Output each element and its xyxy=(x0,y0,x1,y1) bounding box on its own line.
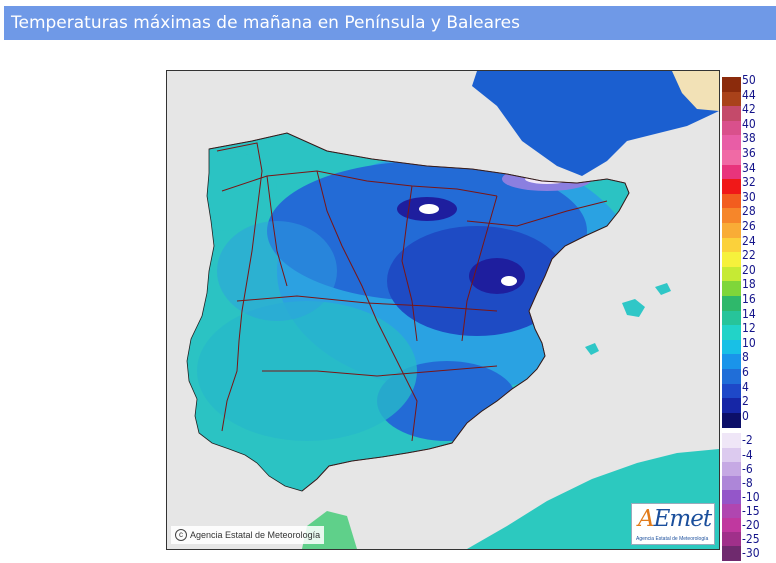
map-credit: c Agencia Estatal de Meteorología xyxy=(171,526,325,544)
legend-swatch xyxy=(722,433,741,448)
legend-label: 18 xyxy=(742,277,756,292)
legend-label: 0 xyxy=(742,408,749,423)
legend-label: 34 xyxy=(742,160,756,175)
legend-label: -20 xyxy=(742,518,760,532)
legend-label: 30 xyxy=(742,189,756,204)
legend-label: 6 xyxy=(742,365,749,379)
alps-area xyxy=(672,71,719,111)
legend-label: 44 xyxy=(742,87,756,102)
legend-swatch xyxy=(722,208,741,224)
legend-label: 50 xyxy=(742,73,756,87)
map-canvas xyxy=(167,71,719,549)
legend-swatch xyxy=(722,135,741,151)
map-title: Temperaturas máximas de mañana en Peníns… xyxy=(11,13,520,33)
legend-label: -2 xyxy=(742,433,753,448)
legend-label: 26 xyxy=(742,219,756,233)
legend-swatch xyxy=(722,518,741,533)
legend-swatch xyxy=(722,91,741,107)
legend-swatch xyxy=(722,475,741,491)
legend-swatch xyxy=(722,503,741,519)
legend-swatch xyxy=(722,281,741,297)
legend-label: 4 xyxy=(742,379,749,394)
portugal-border xyxy=(216,142,263,432)
legend-label: -8 xyxy=(742,475,753,490)
legend-swatch xyxy=(722,447,741,463)
legend-swatch xyxy=(722,532,741,547)
title-bar: Temperaturas máximas de mañana en Peníns… xyxy=(4,6,776,40)
temperature-legend: 50 44 42 40 38 36 34 32 30 28 26 24 22 20 18 16 14 12 10 8 6… xyxy=(721,73,776,561)
coastline xyxy=(186,132,630,492)
aemet-logo: AEmet Agencia Estatal de Meteorología xyxy=(631,503,715,545)
legend-label: -25 xyxy=(742,532,760,547)
balearic-islands xyxy=(585,283,671,355)
legend-swatch xyxy=(722,164,741,180)
legend-swatch xyxy=(722,106,741,122)
logo-mark: AEmet xyxy=(638,506,712,532)
legend-label: 22 xyxy=(742,248,756,263)
legend-label: 8 xyxy=(742,350,749,365)
legend-swatch xyxy=(722,266,741,282)
legend-swatch xyxy=(722,339,741,355)
legend-swatch xyxy=(722,398,741,414)
legend-swatch xyxy=(722,179,741,195)
france-area xyxy=(472,71,719,176)
legend-label: 24 xyxy=(742,233,756,248)
legend-label: 38 xyxy=(742,131,756,146)
legend-label: 28 xyxy=(742,204,756,219)
legend-label: 2 xyxy=(742,394,749,409)
legend-label: 40 xyxy=(742,116,756,131)
legend-swatch xyxy=(722,489,741,505)
legend-label: -15 xyxy=(742,503,760,518)
legend-label: 12 xyxy=(742,321,756,336)
legend-label: -4 xyxy=(742,447,753,462)
legend-swatch xyxy=(722,193,741,209)
legend-swatch xyxy=(722,77,741,93)
legend-label: 10 xyxy=(742,335,756,350)
logo-subtitle: Agencia Estatal de Meteorología xyxy=(636,536,709,542)
legend-label: 20 xyxy=(742,262,756,277)
legend-swatch xyxy=(722,354,741,370)
legend-swatch xyxy=(722,412,741,428)
legend-swatch xyxy=(722,223,741,239)
legend-swatch xyxy=(722,120,741,136)
legend-swatch xyxy=(722,310,741,326)
legend-label: 14 xyxy=(742,306,756,321)
legend-swatch xyxy=(722,383,741,399)
legend-label: -6 xyxy=(742,461,753,476)
temperature-map[interactable]: c Agencia Estatal de Meteorología AEmet … xyxy=(166,70,720,550)
legend-swatch xyxy=(722,325,741,341)
legend-swatch xyxy=(722,296,741,312)
legend-label: -30 xyxy=(742,546,760,561)
legend-label: 42 xyxy=(742,102,756,117)
credit-text: Agencia Estatal de Meteorología xyxy=(190,530,321,540)
legend-label: 36 xyxy=(742,146,756,160)
copyright-icon: c xyxy=(175,529,187,541)
legend-label: 32 xyxy=(742,175,756,190)
legend-swatch xyxy=(722,546,741,561)
legend-swatch xyxy=(722,461,741,477)
legend-swatch xyxy=(722,237,741,253)
legend-swatch xyxy=(722,150,741,166)
legend-swatch xyxy=(722,369,741,385)
legend-swatch xyxy=(722,252,741,268)
legend-label: -10 xyxy=(742,489,760,504)
legend-label: 16 xyxy=(742,292,756,306)
